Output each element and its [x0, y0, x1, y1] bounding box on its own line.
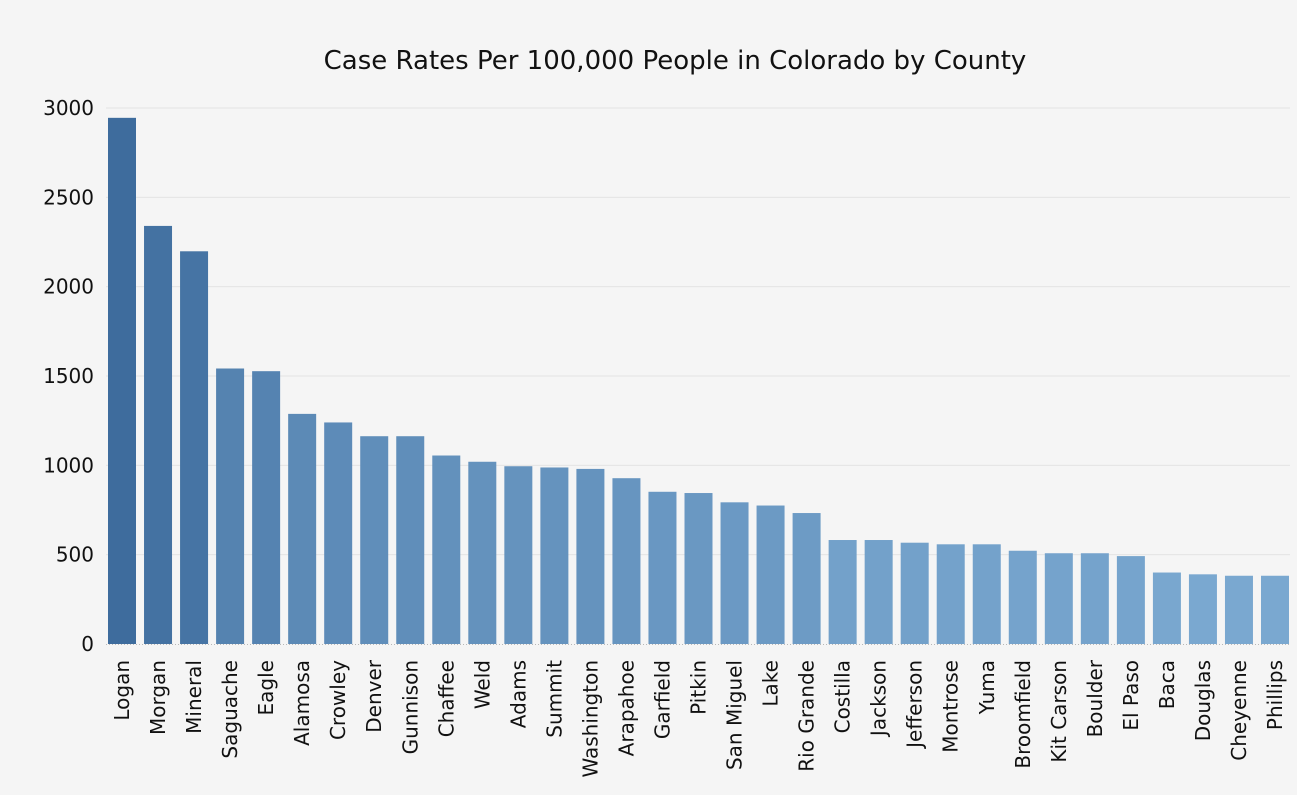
- bar-morgan: [144, 225, 173, 645]
- x-tick-label: Logan: [110, 660, 134, 721]
- bar-jackson: [864, 540, 893, 644]
- x-tick-label: Eagle: [254, 660, 278, 715]
- y-tick-label: 3000: [43, 96, 94, 120]
- x-tick-label: Adams: [506, 660, 530, 728]
- x-tick-label: Arapahoe: [614, 660, 638, 756]
- bar-saguache: [216, 368, 245, 644]
- gridlines: [106, 107, 1290, 556]
- bar-garfield: [648, 491, 677, 644]
- x-tick-label: Jefferson: [903, 660, 927, 750]
- y-tick-label: 1500: [43, 364, 94, 388]
- x-tick-label: Douglas: [1191, 660, 1215, 741]
- bar-costilla: [828, 540, 857, 644]
- bar-san-miguel: [720, 502, 749, 644]
- bar-boulder: [1080, 553, 1109, 644]
- x-tick-label: Weld: [470, 660, 494, 709]
- bar-lake: [756, 505, 785, 644]
- bar-pitkin: [684, 493, 713, 644]
- x-tick-label: Broomfield: [1011, 660, 1035, 769]
- x-tick-label: Kit Carson: [1047, 660, 1071, 763]
- bars: [108, 117, 1289, 645]
- bar-eagle: [252, 371, 281, 644]
- bar-mineral: [180, 251, 209, 645]
- x-tick-label: Baca: [1155, 660, 1179, 709]
- bar-chaffee: [432, 455, 461, 644]
- bar-jefferson: [900, 542, 929, 644]
- bar-crowley: [324, 422, 353, 644]
- x-tick-label: Jackson: [867, 660, 891, 738]
- bar-phillips: [1261, 575, 1289, 644]
- bar-montrose: [936, 544, 965, 644]
- x-tick-label: Saguache: [218, 660, 242, 759]
- bar-alamosa: [288, 413, 317, 644]
- x-tick-label: Phillips: [1263, 660, 1287, 730]
- x-tick-label: Washington: [578, 660, 602, 778]
- chart-title: Case Rates Per 100,000 People in Colorad…: [324, 46, 1027, 76]
- bar-adams: [504, 466, 533, 644]
- bar-cheyenne: [1224, 575, 1253, 644]
- bar-gunnison: [396, 436, 425, 644]
- x-tick-label: Denver: [362, 659, 386, 733]
- x-tick-label: Lake: [759, 660, 783, 707]
- y-tick-label: 2500: [43, 185, 94, 209]
- bar-summit: [540, 467, 569, 644]
- x-tick-label: Costilla: [831, 660, 855, 733]
- x-tick-label: Summit: [542, 660, 566, 738]
- x-tick-label: Gunnison: [398, 660, 422, 754]
- y-axis-ticks: 0 500 1000 1500 2000 2500 3000: [43, 96, 94, 656]
- x-tick-label: Boulder: [1083, 659, 1107, 737]
- x-tick-label: Garfield: [650, 660, 674, 739]
- x-tick-label: Rio Grande: [795, 660, 819, 772]
- y-tick-label: 500: [56, 543, 94, 567]
- x-tick-label: Alamosa: [290, 660, 314, 746]
- bar-el-paso: [1116, 556, 1145, 644]
- x-tick-label: Morgan: [146, 660, 170, 735]
- bar-logan: [108, 117, 136, 644]
- x-tick-label: Montrose: [939, 660, 963, 753]
- bar-kit-carson: [1044, 553, 1073, 644]
- x-tick-label: San Miguel: [723, 660, 747, 770]
- y-tick-label: 2000: [43, 275, 94, 299]
- bar-broomfield: [1008, 550, 1037, 644]
- y-tick-label: 1000: [43, 453, 94, 477]
- bar-baca: [1152, 572, 1181, 644]
- bar-arapahoe: [612, 478, 641, 644]
- x-tick-label: Mineral: [182, 660, 206, 734]
- x-tick-label: Chaffee: [434, 660, 458, 737]
- y-tick-label: 0: [81, 632, 94, 656]
- bar-yuma: [972, 544, 1001, 644]
- bar-douglas: [1188, 574, 1217, 644]
- bar-washington: [576, 468, 605, 644]
- bar-rio-grande: [792, 513, 821, 644]
- bar-denver: [360, 436, 389, 644]
- x-tick-label: El Paso: [1119, 660, 1143, 731]
- bar-weld: [468, 461, 497, 644]
- x-tick-label: Cheyenne: [1227, 660, 1251, 761]
- x-tick-label: Crowley: [326, 660, 350, 740]
- x-tick-label: Pitkin: [687, 660, 711, 715]
- x-axis-ticks: Logan Morgan Mineral Saguache Eagle Alamosa Cr…: [110, 659, 1287, 777]
- x-tick-label: Yuma: [975, 660, 999, 715]
